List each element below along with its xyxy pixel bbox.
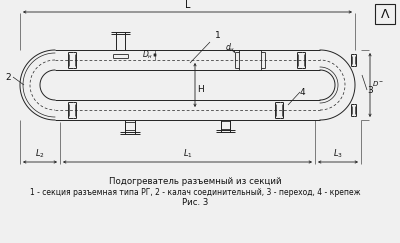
Text: $L_1$: $L_1$	[183, 148, 192, 160]
Text: H: H	[197, 85, 204, 94]
Text: Λ: Λ	[381, 8, 389, 20]
Text: 4: 4	[300, 87, 306, 96]
Text: $D_н$: $D_н$	[142, 49, 153, 61]
Text: $L_2$: $L_2$	[35, 148, 45, 160]
Text: $L_3$: $L_3$	[333, 148, 343, 160]
Text: 1 - секция разъемная типа РГ, 2 - калач соединительный, 3 - переход, 4 - крепеж: 1 - секция разъемная типа РГ, 2 - калач …	[30, 188, 360, 197]
Text: $D^-$: $D^-$	[372, 78, 384, 87]
Text: 3: 3	[367, 86, 373, 95]
Text: Рис. 3: Рис. 3	[182, 198, 208, 207]
Text: $d_н$: $d_н$	[225, 42, 235, 54]
Text: 1: 1	[215, 31, 221, 40]
Text: L: L	[185, 0, 190, 10]
Text: Подогреватель разъемный из секций: Подогреватель разъемный из секций	[109, 177, 281, 186]
Text: 2: 2	[5, 72, 11, 81]
Bar	[375, 4, 395, 24]
